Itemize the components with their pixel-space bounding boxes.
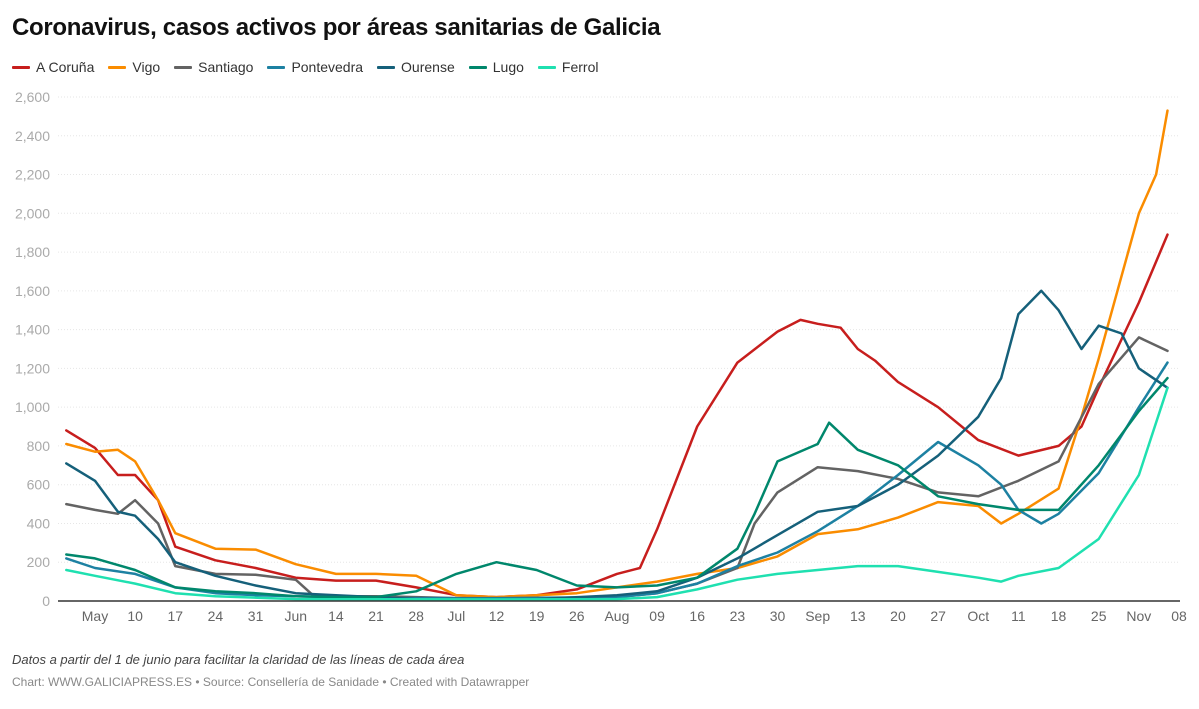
x-tick-label: 13 [850, 608, 866, 624]
chart-note: Datos a partir del 1 de junio para facil… [12, 652, 465, 667]
legend-item: Santiago [174, 59, 253, 75]
y-tick-label: 1,200 [15, 360, 50, 376]
legend-swatch [537, 65, 556, 69]
y-tick-label: 0 [42, 593, 50, 609]
x-tick-label: 12 [489, 608, 505, 624]
x-tick-label: 11 [1011, 608, 1026, 624]
x-tick-label: 25 [1091, 608, 1107, 624]
chart-title: Coronavirus, casos activos por áreas san… [12, 14, 661, 41]
legend-swatch [12, 65, 30, 69]
legend-item: Pontevedra [267, 59, 363, 75]
chart-credit: Chart: WWW.GALICIAPRESS.ES • Source: Con… [12, 675, 530, 689]
legend: A Coruña Vigo Santiago Pontevedra Ourense Lug… [12, 59, 598, 75]
x-tick-label: 08 [1171, 608, 1187, 624]
legend-swatch [468, 65, 487, 69]
x-tick-label: 21 [368, 608, 384, 624]
x-tick-label: 10 [127, 608, 143, 624]
x-tick-label: Aug [604, 608, 629, 624]
x-tick-label: 30 [770, 608, 786, 624]
y-tick-label: 2,000 [15, 205, 50, 221]
x-tick-label: 27 [930, 608, 946, 624]
series-line-ferrol [65, 386, 1169, 601]
x-tick-label: 26 [569, 608, 585, 624]
legend-swatch [174, 65, 193, 69]
legend-item: A Coruña [12, 59, 94, 75]
x-tick-label: Jul [447, 608, 465, 624]
x-tick-label: 16 [689, 608, 705, 624]
series-line-lugo [65, 376, 1169, 599]
x-tick-label: Nov [1126, 608, 1151, 624]
x-tick-label: 24 [208, 608, 224, 624]
x-tick-label: 18 [1051, 608, 1067, 624]
legend-item: Lugo [468, 59, 524, 75]
legend-label: Santiago [198, 59, 254, 75]
series-line-ourense [65, 289, 1169, 601]
x-tick-label: Oct [967, 608, 989, 624]
legend-swatch [267, 65, 286, 69]
legend-item: Vigo [108, 59, 160, 75]
x-tick-label: 31 [248, 608, 264, 624]
x-tick-label: 20 [890, 608, 906, 624]
legend-swatch [377, 65, 396, 69]
y-tick-label: 200 [27, 554, 51, 570]
legend-label: A Coruña [36, 59, 95, 75]
series-line-vigo [65, 109, 1169, 599]
y-tick-label: 2,600 [15, 89, 50, 105]
y-tick-label: 1,400 [15, 322, 50, 338]
series-line-pontevedra [65, 361, 1169, 600]
x-tick-label: 09 [649, 608, 665, 624]
x-tick-label: 23 [730, 608, 746, 624]
line-chart: 0 200 400 600 800 1,000 1,200 1,400 1,600 1,800 2,… [15, 89, 1187, 624]
y-tick-label: 1,000 [15, 399, 50, 415]
y-tick-label: 2,200 [15, 167, 50, 183]
legend-label: Ferrol [561, 59, 599, 75]
x-tick-label: 17 [168, 608, 184, 624]
y-tick-label: 1,600 [15, 283, 50, 299]
x-tick-label: 14 [328, 608, 344, 624]
y-tick-label: 800 [27, 438, 51, 454]
y-tick-label: 400 [27, 515, 51, 531]
y-tick-label: 600 [27, 477, 51, 493]
x-tick-label: 19 [529, 608, 545, 624]
y-tick-label: 2,400 [15, 128, 50, 144]
legend-swatch [108, 65, 127, 69]
legend-item: Ferrol [537, 59, 599, 75]
y-tick-label: 1,800 [15, 244, 50, 260]
legend-label: Vigo [132, 59, 161, 75]
x-tick-label: 28 [408, 608, 424, 624]
legend-label: Ourense [401, 59, 455, 75]
x-tick-label: Jun [284, 608, 307, 624]
legend-label: Pontevedra [291, 59, 364, 75]
legend-item: Ourense [377, 59, 455, 75]
series-line-a-coruña [65, 233, 1169, 599]
x-tick-label: Sep [805, 608, 830, 624]
legend-label: Lugo [492, 59, 524, 75]
x-tick-label: May [82, 608, 108, 624]
